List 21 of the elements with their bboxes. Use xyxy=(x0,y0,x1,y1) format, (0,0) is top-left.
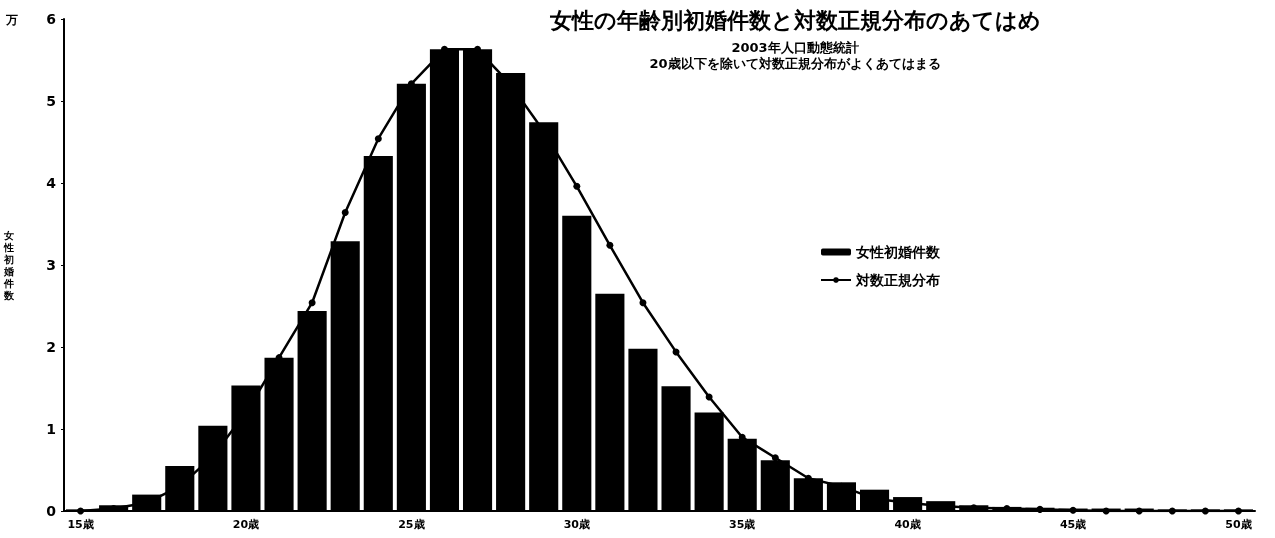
y-tick-label: 4 xyxy=(46,175,57,191)
y-tick-label: 6 xyxy=(46,11,56,27)
x-tick-label: 45歳 xyxy=(1059,518,1087,531)
x-tick-label: 50歳 xyxy=(1225,518,1252,531)
text: 2003年人口動態統計 20歳以下を除いて対数正規分布がよくあてはまる xyxy=(649,39,941,71)
y-tick-label: 2 xyxy=(46,339,56,355)
x-tick-label: 25歳 xyxy=(398,518,425,531)
y-tick-label: 0 xyxy=(46,503,57,519)
y-axis-title: 女性初婚件数 xyxy=(3,229,15,301)
y-tick-label: 5 xyxy=(46,93,56,109)
y-tick-label: 1 xyxy=(46,421,56,437)
x-tick-label: 40歳 xyxy=(894,518,921,531)
x-tick-label: 15歳 xyxy=(67,518,94,531)
legend-label: 女性初婚件数 xyxy=(855,244,941,260)
x-tick-label: 20歳 xyxy=(232,518,260,531)
y-tick-label: 3 xyxy=(46,257,56,273)
x-tick-label: 30歳 xyxy=(563,518,590,531)
x-tick-label: 35歳 xyxy=(729,518,756,531)
text: 万 xyxy=(5,13,18,27)
chart-title: 女性の年齢別初婚件数と対数正規分布のあてはめ xyxy=(548,7,1041,33)
legend-label: 対数正規分布 xyxy=(855,272,940,288)
